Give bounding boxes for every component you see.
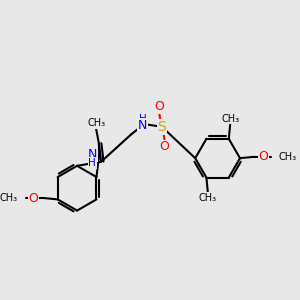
Text: O: O: [160, 140, 170, 154]
Text: CH₃: CH₃: [199, 193, 217, 203]
Text: N: N: [138, 119, 148, 132]
Text: CH₃: CH₃: [0, 193, 18, 203]
Text: O: O: [154, 100, 164, 113]
Text: O: O: [258, 150, 268, 163]
Text: CH₃: CH₃: [87, 118, 105, 128]
Text: N: N: [88, 148, 97, 161]
Text: S: S: [158, 120, 166, 134]
Text: O: O: [29, 191, 39, 205]
Text: CH₃: CH₃: [221, 114, 239, 124]
Text: CH₃: CH₃: [278, 152, 296, 162]
Text: H: H: [139, 114, 147, 124]
Text: H: H: [88, 158, 96, 168]
